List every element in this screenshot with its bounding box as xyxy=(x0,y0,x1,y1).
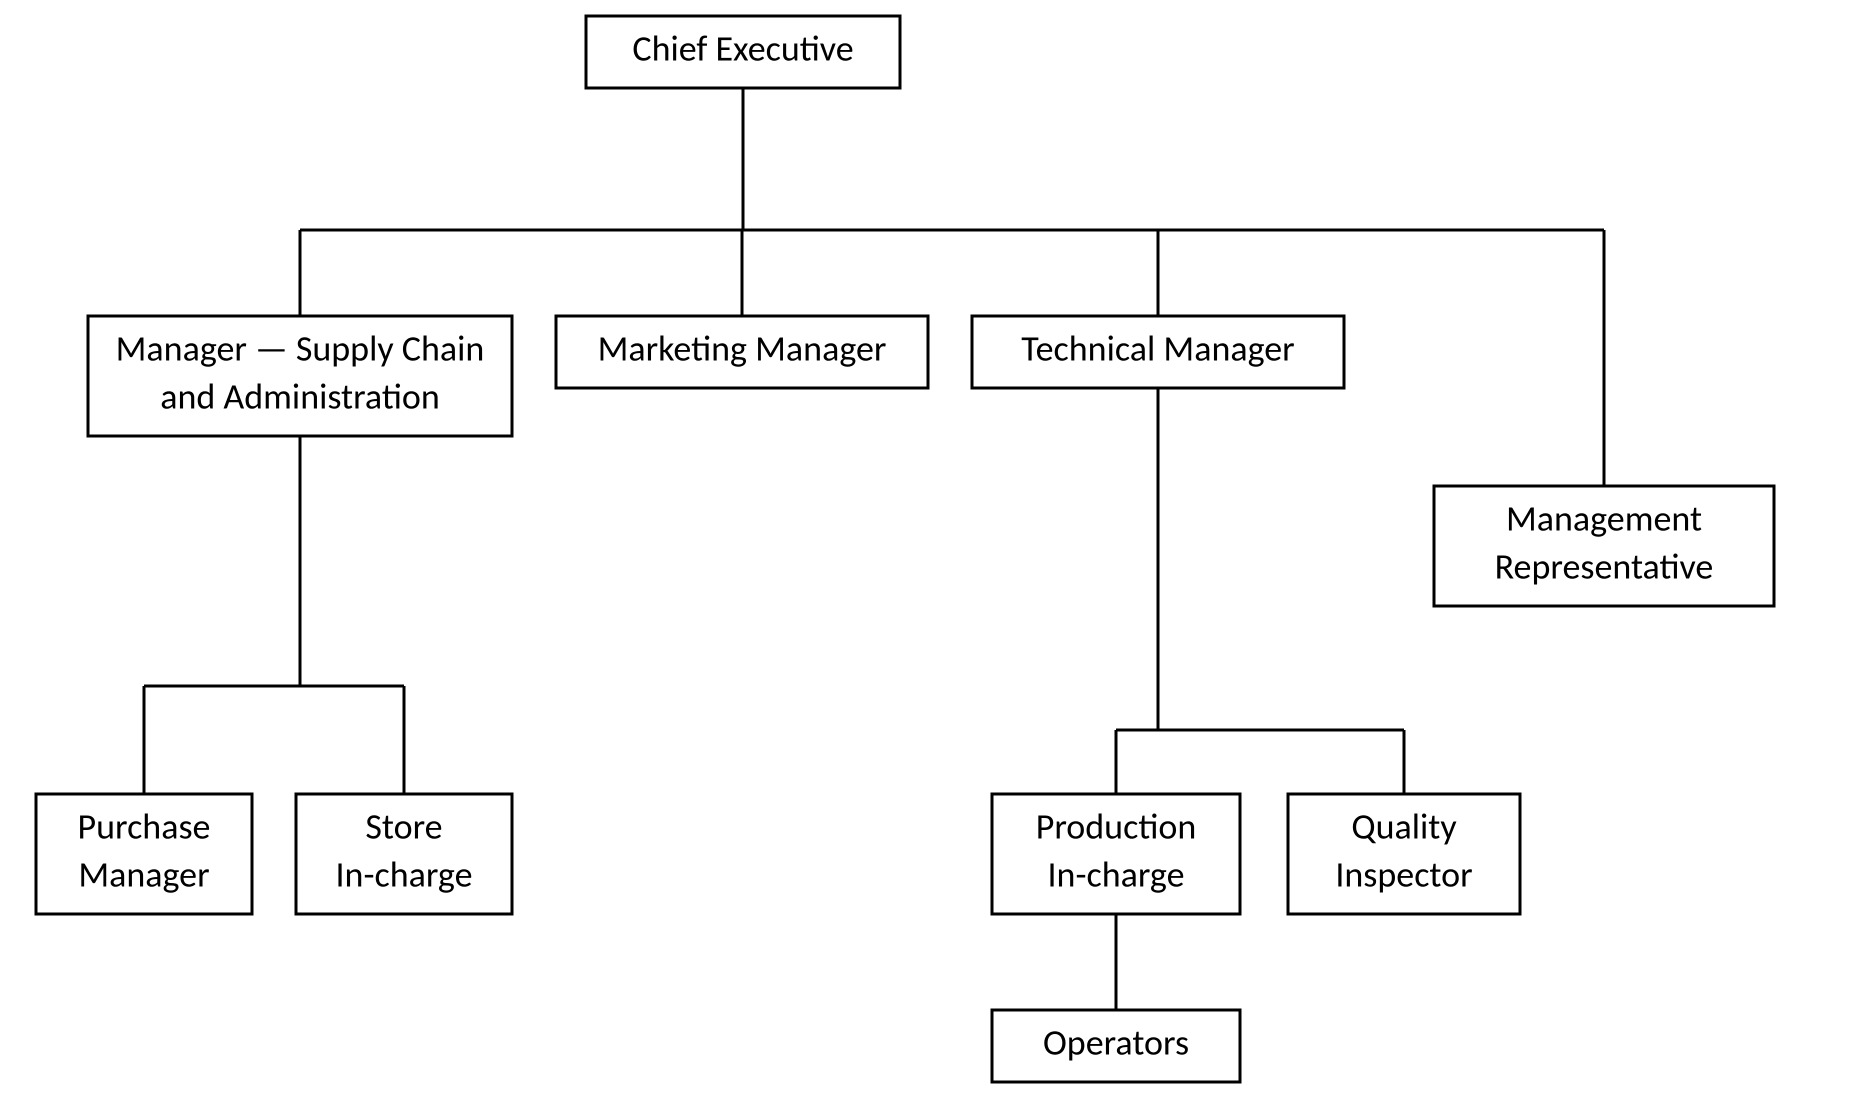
org-node-label: Manager xyxy=(78,853,209,897)
org-node-label: Technical Manager xyxy=(1021,327,1294,371)
org-node-quality: QualityInspector xyxy=(1288,794,1520,914)
org-node-label: and Administration xyxy=(160,375,440,419)
org-node-technical: Technical Manager xyxy=(972,316,1344,388)
org-node-label: Purchase xyxy=(78,805,211,849)
org-node-label: Store xyxy=(365,805,442,849)
org-node-purchase: PurchaseManager xyxy=(36,794,252,914)
org-node-mgmtrep: ManagementRepresentative xyxy=(1434,486,1774,606)
org-node-label: In-charge xyxy=(1047,853,1184,897)
org-node-label: Management xyxy=(1506,497,1702,541)
org-node-label: Representative xyxy=(1495,545,1714,589)
org-node-operators: Operators xyxy=(992,1010,1240,1082)
org-node-production: ProductionIn-charge xyxy=(992,794,1240,914)
org-node-store: StoreIn-charge xyxy=(296,794,512,914)
org-node-label: Quality xyxy=(1351,805,1457,849)
org-chart-diagram: Chief Executive Manager — Supply Chainand… xyxy=(0,0,1863,1118)
org-node-supply: Manager — Supply Chainand Administration xyxy=(88,316,512,436)
org-node-label: In-charge xyxy=(335,853,472,897)
org-node-label: Marketing Manager xyxy=(598,327,887,371)
org-node-label: Production xyxy=(1036,805,1197,849)
org-node-label: Inspector xyxy=(1335,853,1472,897)
org-node-label: Operators xyxy=(1043,1021,1189,1065)
nodes-layer: Chief Executive Manager — Supply Chainand… xyxy=(36,16,1774,1082)
org-node-label: Manager — Supply Chain xyxy=(116,327,485,371)
org-node-ceo: Chief Executive xyxy=(586,16,900,88)
org-node-marketing: Marketing Manager xyxy=(556,316,928,388)
org-node-label: Chief Executive xyxy=(632,27,853,71)
